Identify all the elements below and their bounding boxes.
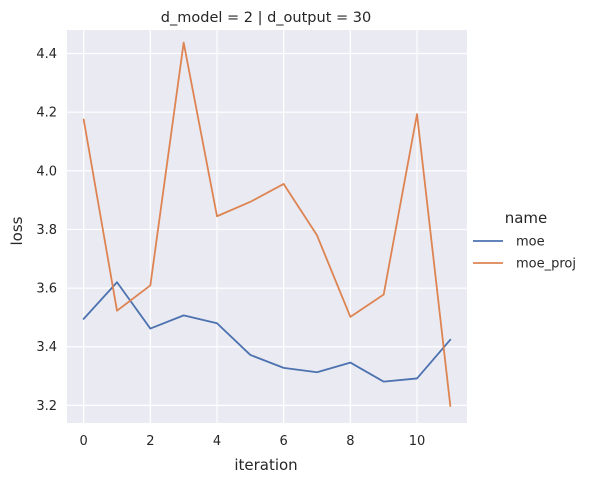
y-axis: 3.2 3.4 3.6 3.8 4.0 4.2 4.4: [36, 47, 57, 414]
series-line-moe-proj: [82, 41, 452, 407]
x-tick-label: 2: [146, 434, 154, 449]
plot-area: [67, 30, 467, 423]
x-tick-label: 8: [346, 434, 354, 449]
y-tick-label: 3.4: [36, 340, 57, 355]
legend-label: moe_proj: [516, 257, 576, 272]
x-tick-label: 0: [80, 434, 88, 449]
series-group: [82, 41, 452, 407]
y-tick-label: 4.0: [36, 164, 57, 179]
y-axis-label: loss: [8, 216, 26, 245]
chart-title: d_model = 2 | d_output = 30: [161, 10, 371, 26]
y-tick-label: 3.2: [36, 399, 57, 414]
x-tick-label: 6: [280, 434, 288, 449]
y-tick-label: 4.2: [36, 106, 57, 121]
y-tick-label: 3.6: [36, 282, 57, 297]
grid: [67, 30, 467, 423]
x-axis-label: iteration: [234, 456, 297, 474]
x-axis: 0 2 4 6 8 10: [80, 434, 426, 449]
legend-label: moe: [516, 235, 545, 250]
y-tick-label: 3.8: [36, 223, 57, 238]
series-line-moe: [82, 281, 452, 383]
x-tick-label: 4: [213, 434, 221, 449]
legend: name moe moe_proj: [473, 209, 576, 272]
legend-title: name: [505, 209, 548, 227]
y-tick-label: 4.4: [36, 47, 57, 62]
x-tick-label: 10: [409, 434, 426, 449]
